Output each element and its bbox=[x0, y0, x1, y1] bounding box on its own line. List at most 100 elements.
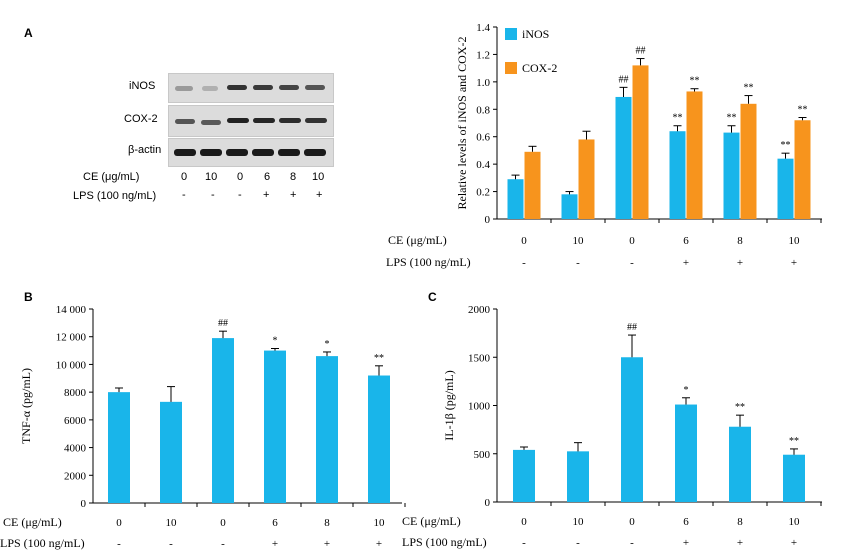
significance-mark: ## bbox=[627, 322, 637, 333]
lps-tick-label: + bbox=[791, 537, 797, 549]
y-axis-label: Relative levels of iNOS and COX-2 bbox=[455, 37, 469, 210]
x-tick-label: 10 bbox=[573, 235, 585, 247]
bar bbox=[675, 404, 697, 502]
lps-row-label: LPS (100 ng/mL) bbox=[0, 536, 85, 550]
bar bbox=[794, 120, 811, 219]
wb-lps-value: - bbox=[211, 189, 215, 201]
bar bbox=[615, 96, 632, 219]
bar bbox=[561, 194, 578, 219]
y-tick-label: 0.6 bbox=[476, 132, 490, 144]
significance-mark: ## bbox=[619, 74, 629, 85]
bar bbox=[160, 401, 182, 503]
y-tick-label: 14 000 bbox=[56, 304, 87, 316]
y-tick-label: 2000 bbox=[468, 304, 491, 316]
bar bbox=[669, 131, 686, 219]
band bbox=[305, 85, 325, 90]
y-tick-label: 1.4 bbox=[476, 22, 490, 34]
wb-lps-value: - bbox=[182, 189, 186, 201]
wb-row-label-actin: β-actin bbox=[128, 144, 162, 156]
panel-letter-b: B bbox=[24, 290, 33, 304]
bar bbox=[524, 151, 541, 219]
lps-tick-label: + bbox=[324, 538, 330, 550]
wb-ce-value: 0 bbox=[181, 171, 188, 183]
wb-ce-value: 10 bbox=[312, 171, 325, 183]
lps-tick-label: - bbox=[169, 538, 173, 550]
x-tick-label: 8 bbox=[737, 235, 743, 247]
bar bbox=[578, 139, 595, 219]
x-tick-label: 0 bbox=[521, 235, 527, 247]
wb-row-label-cox2: COX-2 bbox=[124, 113, 158, 125]
panel-letter-a: A bbox=[24, 26, 33, 40]
significance-mark: ## bbox=[636, 46, 646, 57]
band bbox=[253, 85, 273, 90]
lps-tick-label: + bbox=[737, 537, 743, 549]
x-tick-label: 0 bbox=[629, 516, 635, 528]
band bbox=[253, 118, 275, 123]
wb-lps-label: LPS (100 ng/mL) bbox=[73, 190, 157, 202]
significance-mark: ** bbox=[735, 402, 745, 413]
significance-mark: ** bbox=[690, 76, 700, 87]
y-tick-label: 1.2 bbox=[476, 49, 490, 61]
x-tick-label: 0 bbox=[521, 516, 527, 528]
y-tick-label: 12 000 bbox=[56, 332, 87, 344]
legend-label: iNOS bbox=[522, 27, 549, 41]
bar bbox=[632, 65, 649, 220]
x-tick-label: 10 bbox=[166, 517, 178, 529]
lps-tick-label: + bbox=[683, 257, 689, 269]
y-tick-label: 8000 bbox=[64, 387, 87, 399]
lps-tick-label: - bbox=[522, 257, 526, 269]
wb-strip-inos bbox=[168, 73, 334, 103]
bar bbox=[783, 454, 805, 502]
x-tick-label: 0 bbox=[116, 517, 122, 529]
ce-row-label: CE (μg/mL) bbox=[388, 233, 447, 247]
band bbox=[202, 86, 218, 91]
panel-letter-c: C bbox=[428, 290, 437, 304]
lps-tick-label: + bbox=[683, 537, 689, 549]
band bbox=[227, 118, 249, 123]
significance-mark: ** bbox=[789, 436, 799, 447]
lps-tick-label: - bbox=[221, 538, 225, 550]
significance-mark: ## bbox=[218, 318, 228, 329]
band bbox=[175, 86, 193, 91]
lps-row-label: LPS (100 ng/mL) bbox=[386, 255, 471, 269]
y-axis-label: TNF-α (pg/mL) bbox=[19, 368, 33, 444]
significance-mark: ** bbox=[744, 83, 754, 94]
bar bbox=[212, 338, 234, 503]
bar bbox=[729, 426, 751, 502]
y-tick-label: 6000 bbox=[64, 415, 87, 427]
lps-tick-label: - bbox=[630, 257, 634, 269]
significance-mark: ** bbox=[673, 113, 683, 124]
wb-lps-value: + bbox=[316, 189, 323, 201]
bar bbox=[567, 451, 589, 502]
x-tick-label: 6 bbox=[272, 517, 278, 529]
lps-tick-label: - bbox=[576, 257, 580, 269]
bar bbox=[740, 103, 757, 219]
bar bbox=[368, 375, 390, 503]
y-tick-label: 1.0 bbox=[476, 77, 490, 89]
y-tick-label: 0 bbox=[485, 497, 491, 509]
lps-tick-label: + bbox=[737, 257, 743, 269]
bar bbox=[777, 158, 794, 219]
y-tick-label: 0.8 bbox=[476, 104, 490, 116]
wb-ce-value: 0 bbox=[237, 171, 244, 183]
bar bbox=[513, 449, 535, 502]
legend-swatch bbox=[505, 62, 517, 74]
lps-tick-label: - bbox=[630, 537, 634, 549]
wb-ce-value: 8 bbox=[290, 171, 297, 183]
bar bbox=[507, 179, 524, 219]
y-tick-label: 0.2 bbox=[476, 187, 490, 199]
y-tick-label: 500 bbox=[474, 449, 491, 461]
significance-mark: * bbox=[325, 339, 330, 350]
x-tick-label: 6 bbox=[683, 235, 689, 247]
ce-row-label: CE (μg/mL) bbox=[402, 514, 461, 528]
band bbox=[175, 119, 195, 124]
significance-mark: * bbox=[684, 385, 689, 396]
x-tick-label: 10 bbox=[374, 517, 386, 529]
x-tick-label: 0 bbox=[220, 517, 226, 529]
x-tick-label: 8 bbox=[324, 517, 330, 529]
lps-tick-label: + bbox=[791, 257, 797, 269]
wb-lps-value: + bbox=[263, 189, 270, 201]
x-tick-label: 10 bbox=[789, 516, 801, 528]
bar bbox=[316, 356, 338, 503]
